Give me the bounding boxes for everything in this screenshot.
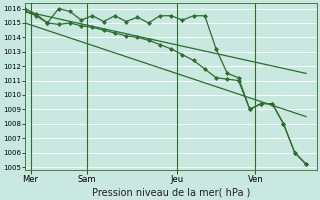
X-axis label: Pression niveau de la mer( hPa ): Pression niveau de la mer( hPa ): [92, 187, 250, 197]
